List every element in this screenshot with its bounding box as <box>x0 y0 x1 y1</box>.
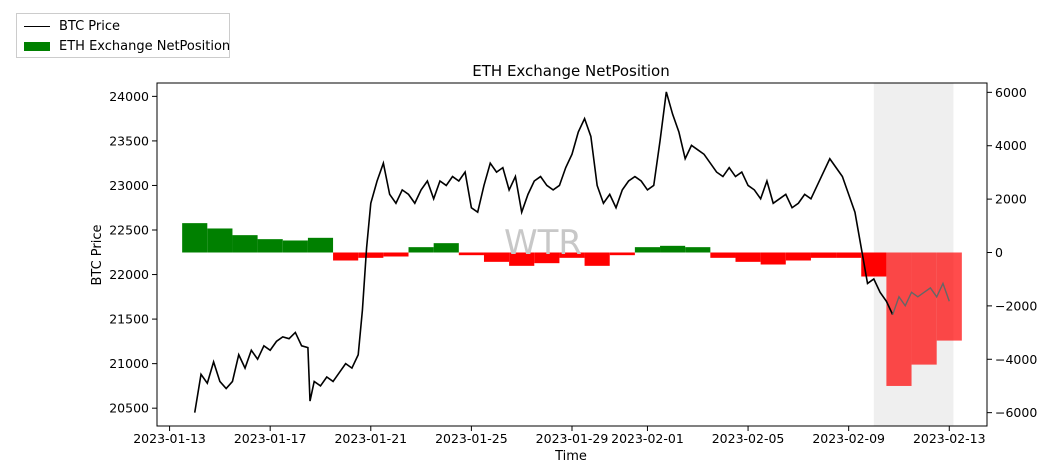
netposition-bar <box>685 247 711 253</box>
netposition-bar <box>660 245 686 253</box>
x-tick-label: 2023-02-09 <box>812 431 885 446</box>
netposition-bar <box>232 235 258 253</box>
x-tick-label: 2023-02-13 <box>913 431 986 446</box>
x-tick-label: 2023-01-25 <box>435 431 508 446</box>
netposition-bar <box>735 252 761 262</box>
netposition-bar <box>282 240 308 253</box>
netposition-bar <box>458 252 484 256</box>
btc-price-projection-line <box>892 281 950 315</box>
netposition-bar <box>559 252 585 258</box>
legend-line-swatch <box>24 25 50 27</box>
watermark: WTR <box>504 223 582 263</box>
netposition-bar <box>785 252 811 261</box>
netposition-bar <box>836 252 862 258</box>
legend-patch-swatch <box>24 41 50 51</box>
legend-item-btc-price: BTC Price <box>24 17 120 35</box>
netposition-bar <box>760 252 786 265</box>
y-tick-label: 22000 <box>109 267 149 282</box>
y2-tick-label: 0 <box>995 245 1003 260</box>
y2-tick-label: 6000 <box>995 85 1027 100</box>
y-tick-label: 23000 <box>109 178 149 193</box>
netposition-bar <box>307 237 334 253</box>
netposition-bar <box>634 247 661 253</box>
x-tick-label: 2023-01-13 <box>133 431 206 446</box>
netposition-bar <box>886 252 912 386</box>
netposition-bar <box>810 252 837 258</box>
legend-label: BTC Price <box>59 18 121 34</box>
netposition-bar <box>433 243 459 253</box>
netposition-bar <box>710 252 736 258</box>
y-axis-right: −6000 −4000 −2000 0 2000 4000 6000 <box>987 85 1037 420</box>
y-axis-left: 20500 21000 21500 22000 22500 23000 23500 24000 <box>109 89 157 416</box>
x-axis: 2023-01-13 2023-01-17 2023-01-21 2023-01-25… <box>133 426 986 446</box>
x-axis-label: Time <box>554 449 587 464</box>
chart-title: ETH Exchange NetPosition <box>472 62 669 80</box>
y2-tick-label: −2000 <box>995 298 1037 313</box>
x-tick-label: 2023-01-29 <box>536 431 609 446</box>
y-tick-label: 22500 <box>109 223 149 238</box>
netposition-bar <box>936 252 962 341</box>
y2-tick-label: −4000 <box>995 352 1037 367</box>
btc-price-line <box>193 91 894 413</box>
netposition-bar <box>333 252 359 261</box>
x-tick-label: 2023-02-01 <box>611 431 684 446</box>
x-tick-label: 2023-01-21 <box>334 431 407 446</box>
y-axis-label: BTC Price <box>90 224 105 285</box>
netposition-bar <box>257 239 283 253</box>
netposition-bar <box>483 252 510 262</box>
legend-item-eth-netposition: ETH Exchange NetPosition <box>24 37 230 55</box>
netposition-bar <box>383 252 409 257</box>
y2-tick-label: 4000 <box>995 138 1027 153</box>
x-tick-label: 2023-02-05 <box>712 431 785 446</box>
y-tick-label: 21500 <box>109 312 149 327</box>
netposition-bar <box>509 252 535 266</box>
netposition-bars <box>182 223 962 386</box>
legend: BTC Price ETH Exchange NetPosition <box>16 13 230 58</box>
netposition-bar <box>207 228 233 253</box>
legend-label: ETH Exchange NetPosition <box>59 38 231 54</box>
netposition-bar <box>182 223 208 253</box>
netposition-bar <box>408 247 434 253</box>
y2-tick-label: 2000 <box>995 192 1027 207</box>
y-tick-label: 20500 <box>109 401 149 416</box>
netposition-bar <box>584 252 610 266</box>
y-tick-label: 24000 <box>109 89 149 104</box>
netposition-bar <box>358 252 384 258</box>
price-lines <box>193 91 950 413</box>
y2-tick-label: −6000 <box>995 405 1037 420</box>
netposition-bar <box>609 252 635 256</box>
netposition-bar <box>911 252 937 365</box>
y-tick-label: 21000 <box>109 356 149 371</box>
x-tick-label: 2023-01-17 <box>234 431 307 446</box>
netposition-bar <box>534 252 560 264</box>
y-tick-label: 23500 <box>109 133 149 148</box>
